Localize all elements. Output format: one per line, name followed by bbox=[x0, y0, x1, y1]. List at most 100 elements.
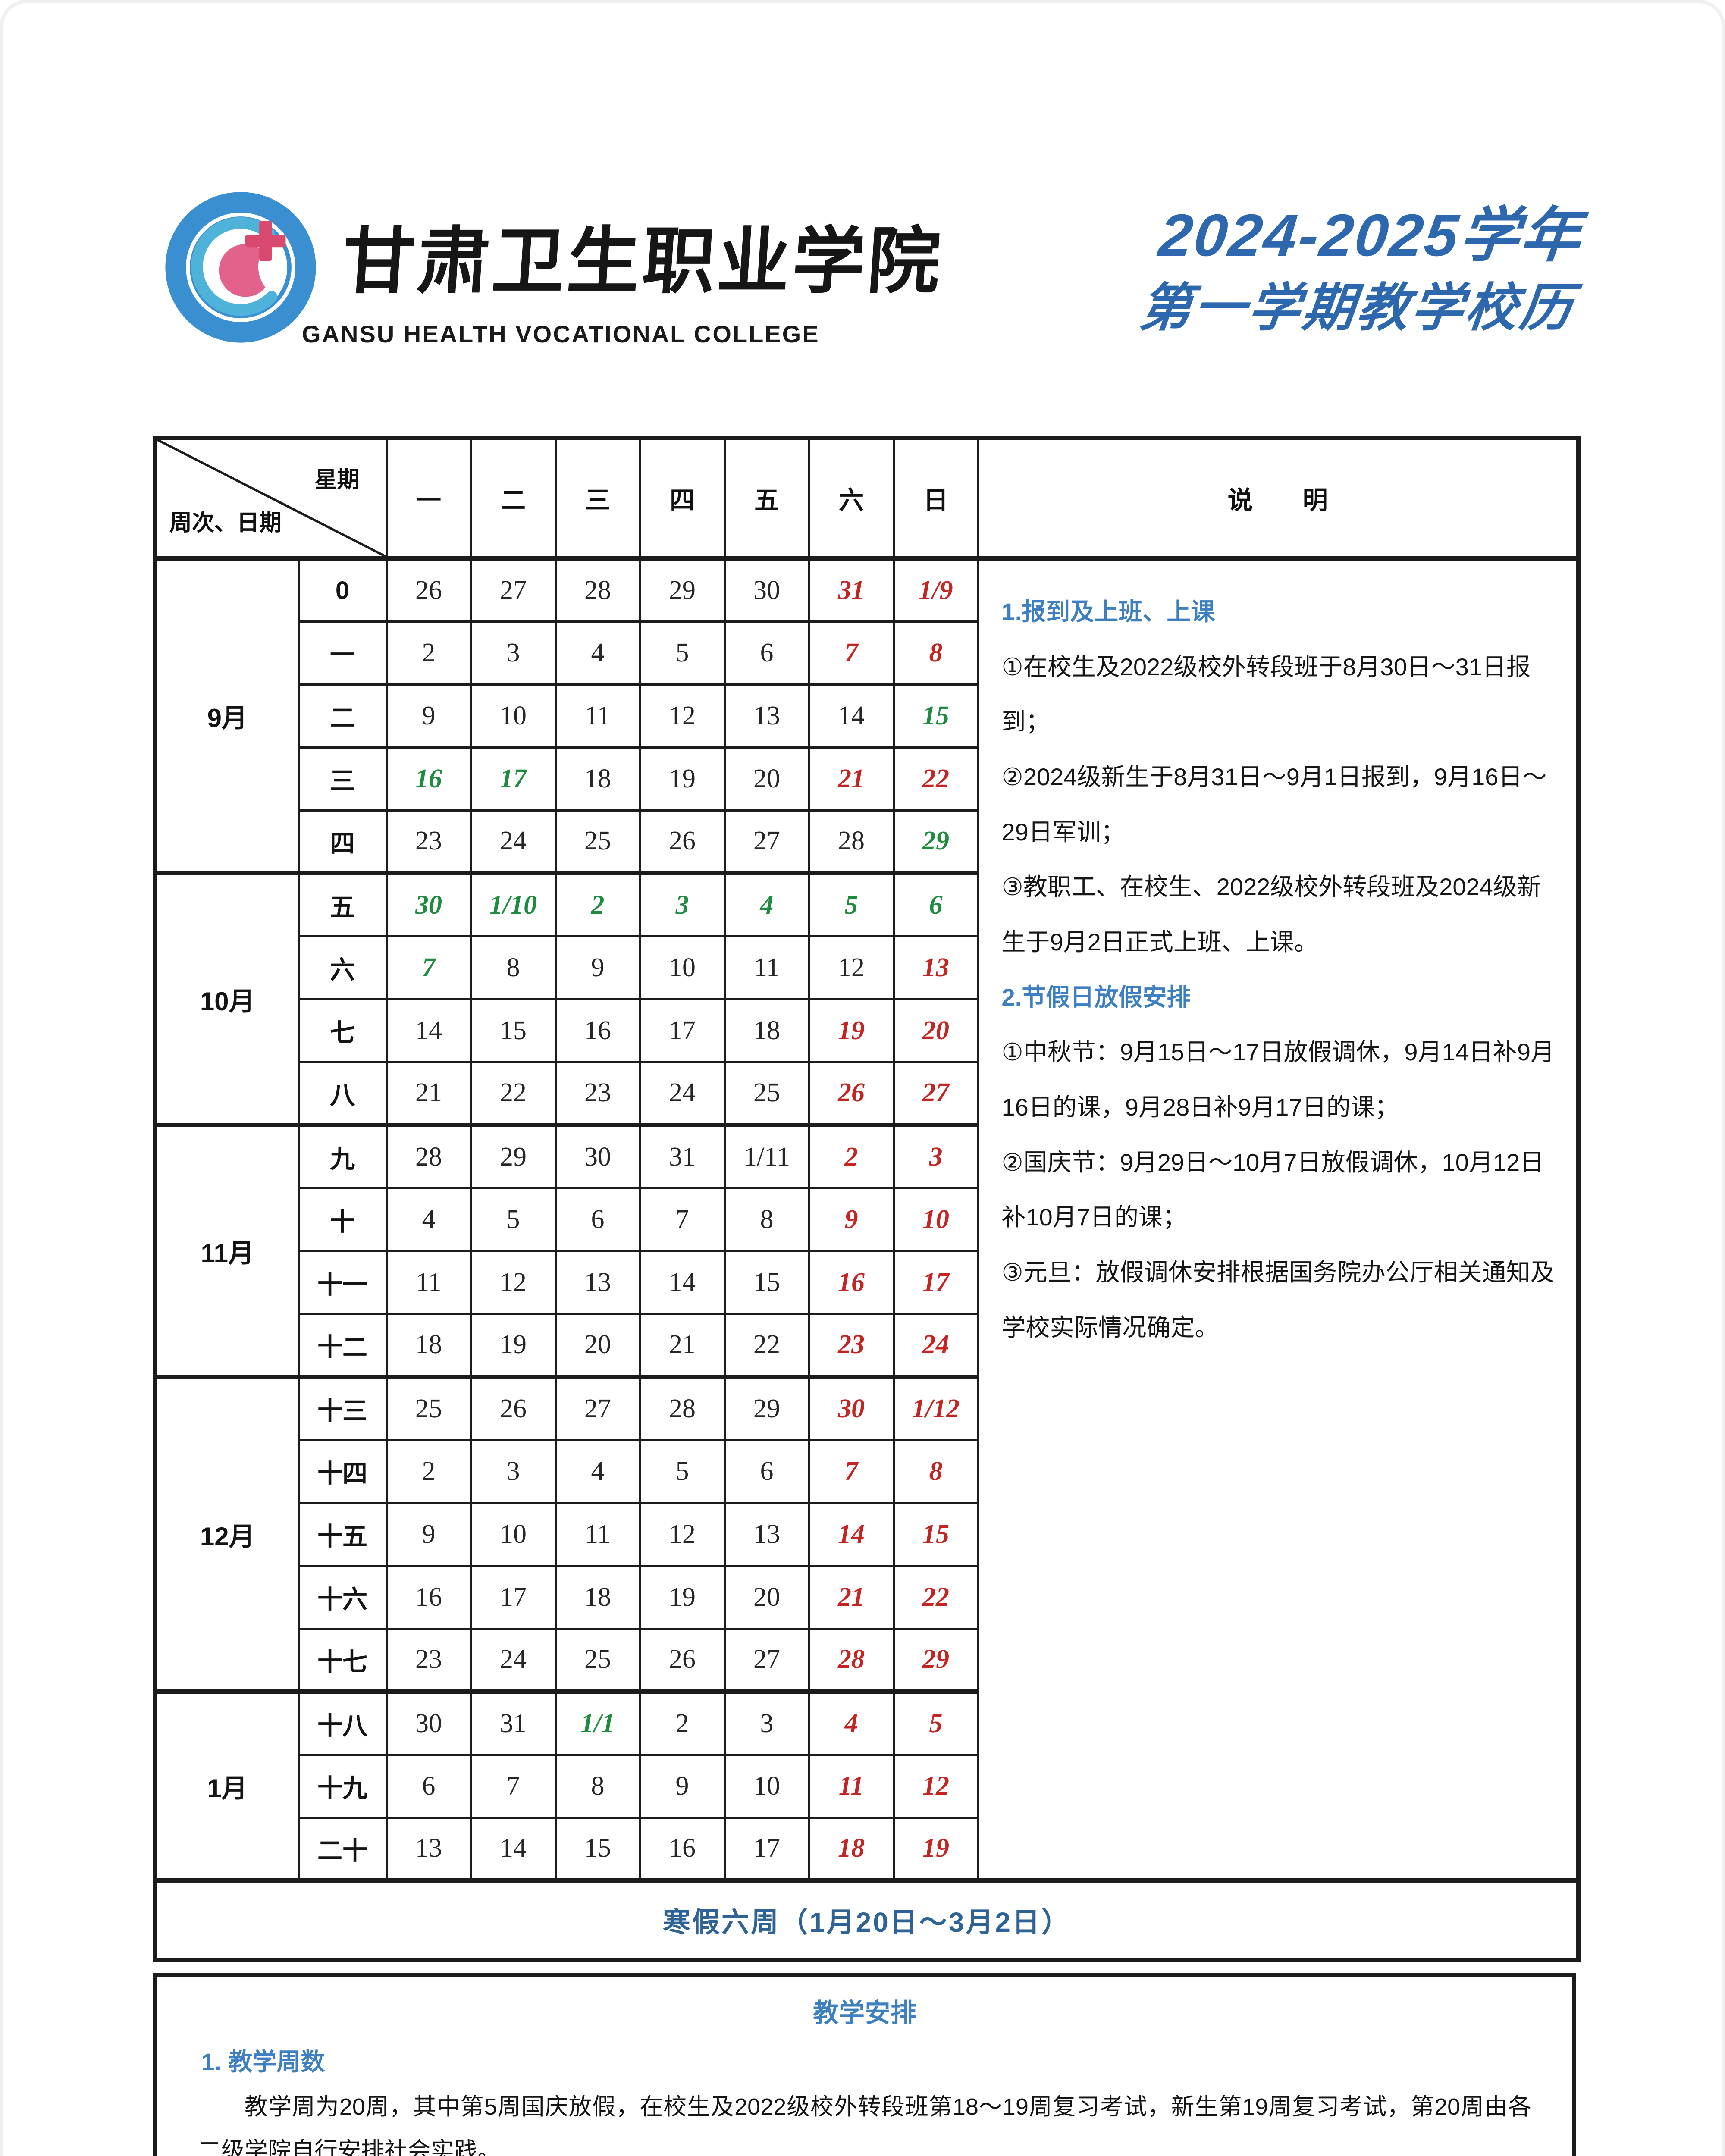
date-cell: 20 bbox=[554, 1313, 641, 1378]
date-cell: 20 bbox=[723, 1564, 810, 1630]
date-cell: 17 bbox=[470, 746, 557, 812]
date-cell: 14 bbox=[470, 1816, 557, 1882]
date-cell: 3 bbox=[639, 871, 726, 937]
date-cell: 29 bbox=[723, 1375, 810, 1441]
week-number: 0 bbox=[297, 556, 388, 623]
date-cell: 19 bbox=[808, 998, 895, 1063]
calendar-week-row: 11月九 28 29 30 31 1/11 2 3 bbox=[154, 1123, 1578, 1378]
date-cell: 7 bbox=[385, 935, 472, 1000]
date-cell: 26 bbox=[470, 1375, 557, 1441]
date-cell: 23 bbox=[808, 1313, 895, 1378]
date-cell: 19 bbox=[892, 1816, 979, 1882]
date-cell: 20 bbox=[892, 998, 979, 1063]
date-cell: 10 bbox=[470, 1501, 557, 1567]
date-cell: 14 bbox=[808, 1501, 895, 1567]
date-cell: 31 bbox=[639, 1123, 726, 1189]
date-cell: 16 bbox=[385, 746, 472, 812]
date-cell: 28 bbox=[808, 1627, 895, 1693]
date-cell: 2 bbox=[385, 620, 472, 686]
date-cell: 17 bbox=[639, 998, 726, 1063]
date-cell: 17 bbox=[470, 1564, 557, 1630]
semester-title: 2024-2025学年 第一学期教学校历 bbox=[1136, 198, 1586, 343]
date-cell: 26 bbox=[808, 1061, 895, 1126]
date-cell: 9 bbox=[639, 1753, 726, 1819]
date-cell: 18 bbox=[554, 1564, 641, 1630]
day-header-tue: 二 bbox=[470, 436, 557, 561]
college-logo-icon bbox=[165, 192, 316, 343]
week-number: 九 bbox=[297, 1123, 388, 1189]
date-cell: 6 bbox=[892, 871, 979, 937]
date-cell: 8 bbox=[892, 620, 979, 686]
corner-weekday-label: 星期 bbox=[314, 467, 360, 492]
day-header-thu: 四 bbox=[639, 436, 726, 561]
calendar-week-row: 二十 13 14 15 16 17 18 19 bbox=[155, 1816, 1578, 1882]
date-cell: 19 bbox=[470, 1313, 557, 1378]
date-cell: 14 bbox=[808, 683, 895, 749]
week-number: 十五 bbox=[297, 1501, 388, 1567]
date-cell: 22 bbox=[892, 1564, 979, 1630]
week-number: 八 bbox=[297, 1061, 388, 1126]
date-cell: 27 bbox=[470, 556, 557, 623]
date-cell: 2 bbox=[639, 1689, 726, 1756]
week-number: 二十 bbox=[297, 1816, 388, 1882]
date-cell: 11 bbox=[554, 683, 641, 749]
date-cell: 29 bbox=[892, 809, 979, 874]
date-cell: 1/11 bbox=[723, 1123, 810, 1189]
date-cell: 24 bbox=[470, 809, 557, 874]
date-cell: 19 bbox=[639, 1564, 726, 1630]
winter-break-label: 寒假六周（1月20日～3月2日） bbox=[154, 1878, 1580, 1961]
date-cell: 7 bbox=[470, 1753, 557, 1819]
date-cell: 28 bbox=[554, 556, 641, 623]
day-header-wed: 三 bbox=[554, 436, 641, 561]
calendar-week-row: 四 23 24 25 26 27 28 29 bbox=[155, 809, 1578, 874]
note-line: 2.节假日放假安排 bbox=[1001, 983, 1191, 1011]
date-cell: 22 bbox=[470, 1061, 557, 1126]
date-cell: 7 bbox=[808, 1438, 895, 1504]
date-cell: 26 bbox=[385, 556, 472, 623]
teaching-title: 教学安排 bbox=[813, 1999, 916, 2028]
date-cell: 5 bbox=[892, 1689, 979, 1756]
date-cell: 8 bbox=[554, 1753, 641, 1819]
week-number: 十八 bbox=[297, 1689, 388, 1756]
date-cell: 11 bbox=[554, 1501, 641, 1567]
month-label: 12月 bbox=[154, 1375, 300, 1693]
date-cell: 23 bbox=[554, 1061, 641, 1126]
week-number: 七 bbox=[297, 998, 388, 1063]
date-cell: 6 bbox=[385, 1753, 472, 1819]
calendar-week-row: 1月 十八 30 31 1/1 2 3 4 5 bbox=[154, 1689, 1578, 1882]
date-cell: 30 bbox=[723, 556, 810, 623]
date-cell: 6 bbox=[723, 1438, 810, 1504]
calendar-week-row: 十四 2 3 4 5 6 7 8 bbox=[155, 1438, 1578, 1504]
calendar-week-row: 十六 16 17 18 19 20 21 22 bbox=[155, 1564, 1578, 1630]
note-line: ①在校生及2022级校外转段班于8月30日～31日报到； bbox=[1001, 653, 1531, 736]
calendar-week-row: 八 21 22 23 24 25 26 27 bbox=[155, 1061, 1578, 1126]
date-cell: 25 bbox=[723, 1061, 810, 1126]
date-cell: 15 bbox=[892, 1501, 979, 1567]
notes-cell: 1.报到及上班、上课 ①在校生及2022级校外转段班于8月30日～31日报到； ②2… bbox=[977, 556, 1580, 1882]
teaching-calendar-table: 星期 周次、日期 一 二 三 四 五 六 日 说 明 9月 0 26 27 28 29 30… bbox=[153, 436, 1581, 1962]
date-cell: 11 bbox=[808, 1753, 895, 1819]
date-cell: 25 bbox=[554, 1627, 641, 1693]
calendar-week-row: 十九 6 7 8 9 10 11 12 bbox=[155, 1753, 1578, 1819]
date-cell: 27 bbox=[723, 809, 810, 874]
date-cell: 3 bbox=[470, 1438, 557, 1504]
date-cell: 6 bbox=[554, 1187, 641, 1252]
date-cell: 4 bbox=[554, 620, 641, 686]
week-number: 十六 bbox=[297, 1564, 388, 1630]
date-cell: 18 bbox=[808, 1816, 895, 1882]
date-cell: 12 bbox=[808, 935, 895, 1000]
note-line: 1.报到及上班、上课 bbox=[1001, 598, 1215, 625]
date-cell: 4 bbox=[554, 1438, 641, 1504]
date-cell: 12 bbox=[639, 683, 726, 749]
calendar-week-row: 十一 11 12 13 14 15 16 17 bbox=[155, 1250, 1578, 1315]
date-cell: 13 bbox=[723, 683, 810, 749]
note-line: ②国庆节：9月29日～10月7日放假调休，10月12日补10月7日的课； bbox=[1001, 1148, 1544, 1231]
date-cell: 22 bbox=[723, 1313, 810, 1378]
date-cell: 22 bbox=[892, 746, 979, 812]
date-cell: 13 bbox=[723, 1501, 810, 1567]
month-label: 11月 bbox=[154, 1123, 300, 1378]
calendar-week-row: 七 14 15 16 17 18 19 20 bbox=[155, 998, 1578, 1063]
date-cell: 10 bbox=[470, 683, 557, 749]
date-cell: 25 bbox=[554, 809, 641, 874]
